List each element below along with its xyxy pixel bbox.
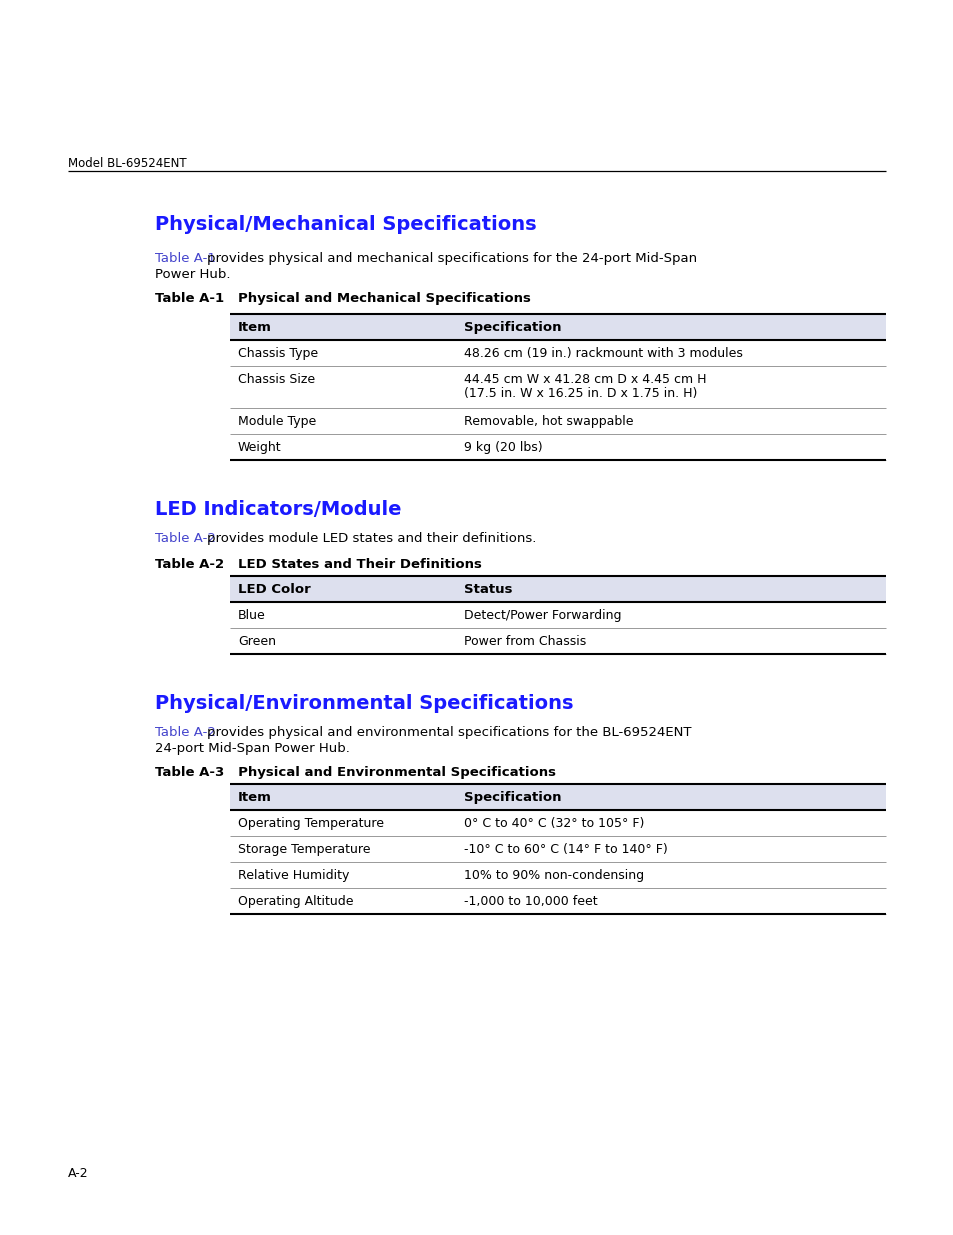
Text: Chassis Size: Chassis Size: [237, 373, 314, 387]
Text: Physical/Mechanical Specifications: Physical/Mechanical Specifications: [154, 215, 536, 233]
Text: Table A-2: Table A-2: [154, 532, 215, 545]
Text: 44.45 cm W x 41.28 cm D x 4.45 cm H: 44.45 cm W x 41.28 cm D x 4.45 cm H: [464, 373, 706, 387]
Bar: [230, 314, 885, 340]
Text: provides module LED states and their definitions.: provides module LED states and their def…: [207, 532, 536, 545]
Text: Table A-2   LED States and Their Definitions: Table A-2 LED States and Their Definitio…: [154, 558, 481, 571]
Text: Relative Humidity: Relative Humidity: [237, 869, 349, 882]
Text: Module Type: Module Type: [237, 415, 315, 429]
Text: Removable, hot swappable: Removable, hot swappable: [464, 415, 633, 429]
Text: 48.26 cm (19 in.) rackmount with 3 modules: 48.26 cm (19 in.) rackmount with 3 modul…: [464, 347, 742, 359]
Text: 24-port Mid-Span Power Hub.: 24-port Mid-Span Power Hub.: [154, 742, 350, 755]
Text: Item: Item: [237, 790, 272, 804]
Text: Specification: Specification: [464, 790, 561, 804]
Text: 9 kg (20 lbs): 9 kg (20 lbs): [464, 441, 542, 454]
Text: Specification: Specification: [464, 321, 561, 333]
Text: Operating Temperature: Operating Temperature: [237, 818, 384, 830]
Text: Detect/Power Forwarding: Detect/Power Forwarding: [464, 609, 621, 622]
Text: Blue: Blue: [237, 609, 266, 622]
Text: A-2: A-2: [68, 1167, 89, 1179]
Bar: [230, 784, 885, 810]
Bar: [230, 576, 885, 601]
Text: 10% to 90% non-condensing: 10% to 90% non-condensing: [464, 869, 644, 882]
Text: -1,000 to 10,000 feet: -1,000 to 10,000 feet: [464, 895, 598, 908]
Text: provides physical and environmental specifications for the BL-69524ENT: provides physical and environmental spec…: [207, 726, 691, 739]
Text: Model BL-69524ENT: Model BL-69524ENT: [68, 157, 187, 170]
Text: Table A-2: Table A-2: [154, 726, 215, 739]
Text: Storage Temperature: Storage Temperature: [237, 844, 370, 856]
Text: Table A-3   Physical and Environmental Specifications: Table A-3 Physical and Environmental Spe…: [154, 766, 556, 779]
Text: Chassis Type: Chassis Type: [237, 347, 317, 359]
Text: Item: Item: [237, 321, 272, 333]
Text: Power from Chassis: Power from Chassis: [464, 635, 586, 648]
Text: Power Hub.: Power Hub.: [154, 268, 231, 282]
Text: Operating Altitude: Operating Altitude: [237, 895, 354, 908]
Text: LED Indicators/Module: LED Indicators/Module: [154, 500, 401, 519]
Text: LED Color: LED Color: [237, 583, 311, 597]
Text: Table A-1: Table A-1: [154, 252, 215, 266]
Text: Physical/Environmental Specifications: Physical/Environmental Specifications: [154, 694, 573, 713]
Text: 0° C to 40° C (32° to 105° F): 0° C to 40° C (32° to 105° F): [464, 818, 644, 830]
Text: Weight: Weight: [237, 441, 281, 454]
Text: Status: Status: [464, 583, 513, 597]
Text: (17.5 in. W x 16.25 in. D x 1.75 in. H): (17.5 in. W x 16.25 in. D x 1.75 in. H): [464, 387, 697, 400]
Text: Green: Green: [237, 635, 275, 648]
Text: -10° C to 60° C (14° F to 140° F): -10° C to 60° C (14° F to 140° F): [464, 844, 667, 856]
Text: Table A-1   Physical and Mechanical Specifications: Table A-1 Physical and Mechanical Specif…: [154, 291, 530, 305]
Text: provides physical and mechanical specifications for the 24-port Mid-Span: provides physical and mechanical specifi…: [207, 252, 697, 266]
